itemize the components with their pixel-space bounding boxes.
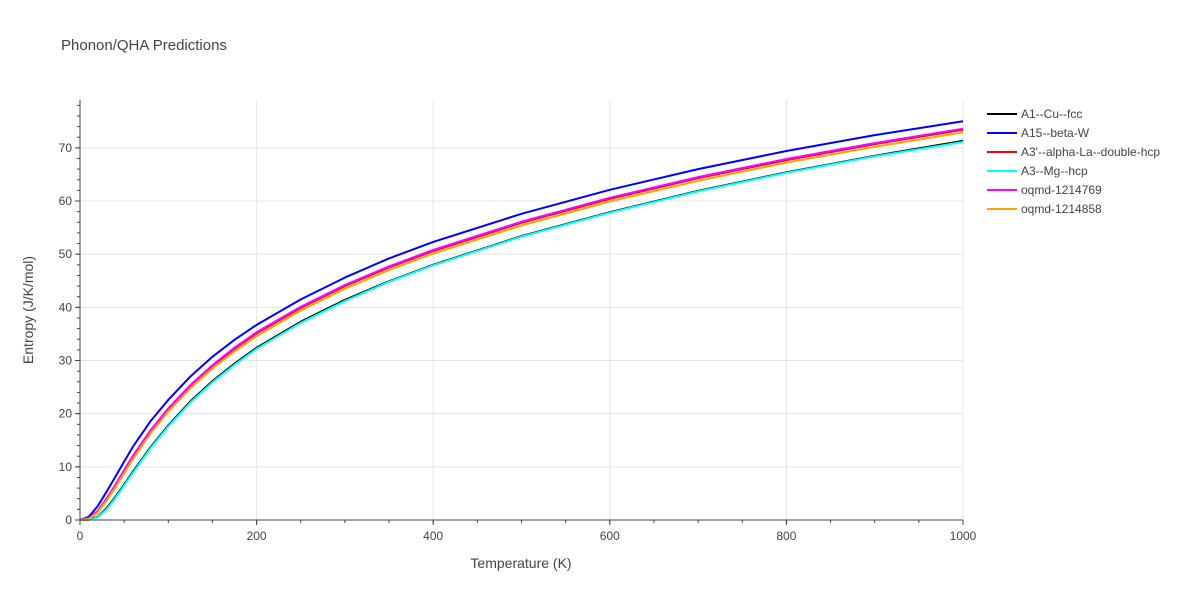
legend[interactable]: A1--Cu--fcc A15--beta-W A3'--alpha-La--dou… xyxy=(987,107,1160,216)
x-tick-label: 800 xyxy=(776,529,796,543)
x-tick-label: 200 xyxy=(247,529,267,543)
legend-item-0[interactable]: A1--Cu--fcc xyxy=(987,107,1082,121)
y-axis-title: Entropy (J/K/mol) xyxy=(20,256,36,364)
series-line-5 xyxy=(79,131,964,521)
x-tick-label: 400 xyxy=(423,529,443,543)
x-tick-label: 0 xyxy=(77,529,84,543)
series-line-3 xyxy=(79,141,964,521)
gridlines xyxy=(80,100,964,520)
legend-label: oqmd-1214858 xyxy=(1021,202,1102,216)
legend-item-3[interactable]: A3--Mg--hcp xyxy=(987,164,1088,178)
y-tick-label: 0 xyxy=(65,513,72,527)
series-line-4 xyxy=(79,127,964,521)
legend-item-1[interactable]: A15--beta-W xyxy=(987,126,1090,140)
series-lines xyxy=(79,120,964,521)
y-tick-label: 40 xyxy=(59,300,73,314)
legend-label: A3--Mg--hcp xyxy=(1021,164,1088,178)
y-tick-label: 50 xyxy=(59,247,73,261)
y-tick-label: 70 xyxy=(59,141,73,155)
y-tick-label: 20 xyxy=(59,407,73,421)
x-axis-title: Temperature (K) xyxy=(470,555,571,571)
legend-item-4[interactable]: oqmd-1214769 xyxy=(987,183,1102,197)
legend-label: A15--beta-W xyxy=(1021,126,1090,140)
axes: 0 200 400 600 800 1000 0 10 20 30 40 50 60 70 xyxy=(59,100,977,543)
x-tick-label: 1000 xyxy=(950,529,977,543)
series-line-1 xyxy=(79,120,964,521)
y-tick-label: 30 xyxy=(59,354,73,368)
legend-item-2[interactable]: A3'--alpha-La--double-hcp xyxy=(987,145,1160,159)
chart-title: Phonon/QHA Predictions xyxy=(61,37,227,54)
x-tick-label: 600 xyxy=(600,529,620,543)
y-tick-label: 10 xyxy=(59,460,73,474)
legend-item-5[interactable]: oqmd-1214858 xyxy=(987,202,1102,216)
series-line-2 xyxy=(79,128,964,521)
legend-label: A3'--alpha-La--double-hcp xyxy=(1021,145,1160,159)
series-line-0 xyxy=(79,139,964,521)
legend-label: A1--Cu--fcc xyxy=(1021,107,1082,121)
legend-label: oqmd-1214769 xyxy=(1021,183,1102,197)
y-tick-label: 60 xyxy=(59,194,73,208)
